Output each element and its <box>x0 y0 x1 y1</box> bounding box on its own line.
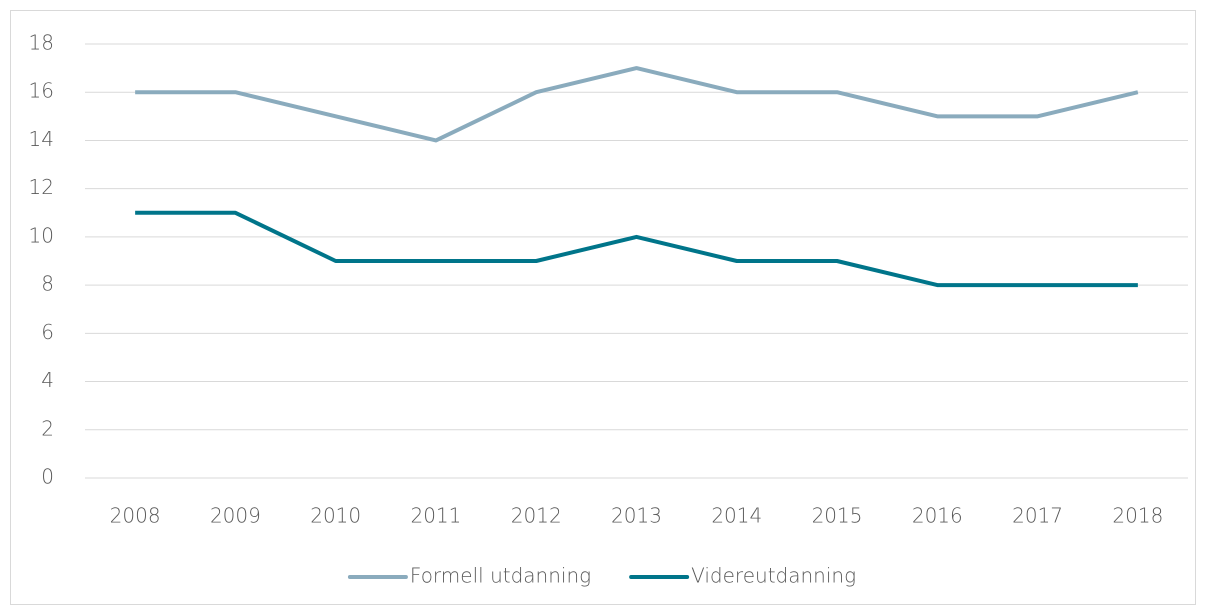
y-tick-label: 4 <box>41 368 54 392</box>
x-tick-label: 2011 <box>411 504 462 528</box>
y-tick-label: 8 <box>41 272 54 296</box>
y-tick-label: 0 <box>41 465 54 489</box>
x-tick-label: 2013 <box>611 504 662 528</box>
chart-border <box>10 10 1196 605</box>
legend-label: Formell utdanning <box>410 564 591 588</box>
x-tick-label: 2018 <box>1112 504 1163 528</box>
y-tick-label: 16 <box>29 79 54 103</box>
y-tick-label: 6 <box>41 320 54 344</box>
x-tick-label: 2016 <box>912 504 963 528</box>
x-tick-label: 2010 <box>310 504 361 528</box>
x-tick-label: 2014 <box>711 504 762 528</box>
x-tick-label: 2008 <box>110 504 161 528</box>
x-tick-label: 2012 <box>511 504 562 528</box>
y-tick-label: 18 <box>29 31 54 55</box>
x-tick-label: 2015 <box>812 504 863 528</box>
y-tick-label: 12 <box>29 175 54 199</box>
y-tick-label: 2 <box>41 416 54 440</box>
y-tick-label: 10 <box>29 223 54 247</box>
x-tick-label: 2017 <box>1012 504 1063 528</box>
legend-label: Videreutdanning <box>691 564 856 588</box>
series-line <box>135 210 1138 288</box>
series-line <box>135 66 1139 143</box>
y-tick-label: 14 <box>29 127 54 151</box>
x-tick-label: 2009 <box>210 504 261 528</box>
